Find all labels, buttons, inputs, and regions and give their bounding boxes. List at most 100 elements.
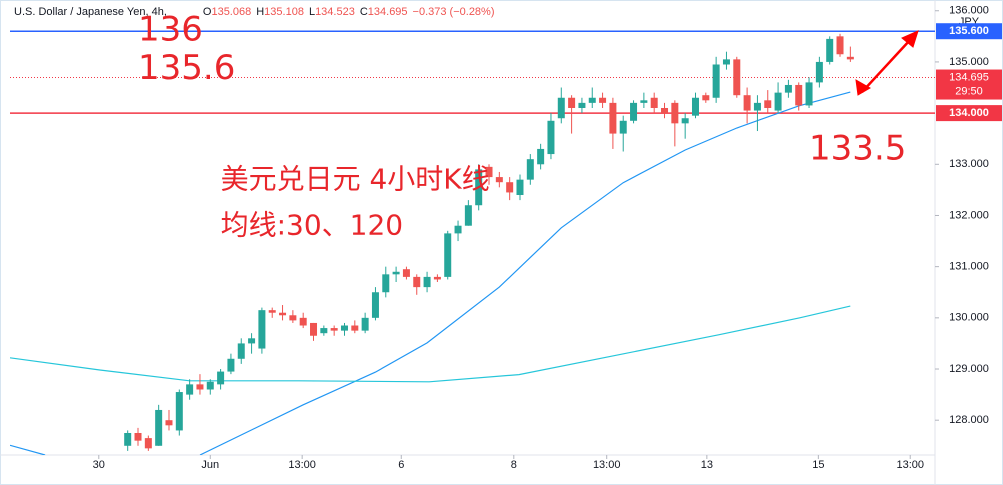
x-tick-label: 13:00 <box>896 459 924 471</box>
candle-body <box>258 310 266 349</box>
arrow-line <box>861 39 911 93</box>
candle-body <box>144 438 152 449</box>
candle-body <box>320 328 328 334</box>
candle-body <box>268 310 276 313</box>
candle-body <box>764 100 772 108</box>
annotation: 133.5 <box>809 128 906 168</box>
candle-body <box>661 107 669 114</box>
level-label: 134.000 <box>949 107 989 119</box>
candle-body <box>846 56 854 60</box>
x-tick-label: 6 <box>398 459 404 471</box>
ohlc-value: 135.068 <box>211 6 251 18</box>
candle-body <box>423 276 431 288</box>
candle-body <box>826 38 834 62</box>
arrow-head <box>901 30 919 48</box>
candle-body <box>361 317 369 331</box>
candle-body <box>165 420 173 426</box>
arrows <box>855 30 919 96</box>
candle-body <box>248 338 256 344</box>
annotation: 136 <box>138 10 203 50</box>
candle-body <box>351 325 359 331</box>
candle-body <box>815 61 823 83</box>
candle-body <box>155 409 163 446</box>
candle-body <box>630 102 638 121</box>
candle-body <box>795 84 803 106</box>
candle-body <box>237 343 245 359</box>
annotation: 美元兑日元 4小时K线 <box>221 163 490 196</box>
ohlc-label: C <box>360 6 368 18</box>
candle-body <box>464 205 472 226</box>
y-tick-label: 129.000 <box>949 363 989 375</box>
y-tick-label: 128.000 <box>949 414 989 426</box>
candle-body <box>784 84 792 93</box>
candle-body <box>330 328 338 331</box>
x-tick-label: Jun <box>201 459 219 471</box>
candle-body <box>619 120 627 134</box>
x-tick-label: 13 <box>701 459 713 471</box>
x-tick-label: 15 <box>812 459 824 471</box>
candle-body <box>124 432 132 446</box>
overlay: U.S. Dollar / Japanese Yen, 4h, O135.068 H… <box>14 5 1002 471</box>
candle-body <box>702 95 710 101</box>
last-price-tag <box>936 69 1002 100</box>
countdown: 29:50 <box>955 85 983 97</box>
candle-body <box>774 92 782 111</box>
candle-body <box>299 317 307 326</box>
candle-body <box>175 392 183 431</box>
x-tick-label: 13:00 <box>288 459 316 471</box>
candle-body <box>599 97 607 103</box>
candle-body <box>371 292 379 318</box>
candle-body <box>134 432 142 441</box>
candle-body <box>495 177 503 183</box>
candle-body <box>526 159 534 180</box>
candle-body <box>609 102 617 134</box>
change: −0.373 (−0.28%) <box>413 6 495 18</box>
candle-body <box>402 269 410 277</box>
candle-body <box>805 82 813 106</box>
annotation: 135.6 <box>138 48 235 88</box>
y-tick-label: 133.000 <box>949 158 989 170</box>
candle-body <box>681 118 689 124</box>
candle-body <box>712 64 720 98</box>
candle-body <box>196 384 204 390</box>
candle-body <box>578 102 586 108</box>
level-tag <box>936 23 1002 40</box>
y-tick-label: 131.000 <box>949 261 989 273</box>
candle-body <box>289 315 297 321</box>
candle-body <box>217 371 225 385</box>
candle-body <box>506 182 514 193</box>
candle-body <box>454 225 462 234</box>
candle-body <box>310 322 318 336</box>
header: U.S. Dollar / Japanese Yen, 4h, O135.068 H… <box>14 6 495 18</box>
y-tick-label: 136.000 <box>949 5 989 17</box>
x-tick-label: 30 <box>93 459 105 471</box>
candle-body <box>722 59 730 65</box>
y-tick-label: 132.000 <box>949 209 989 221</box>
level-label: 135.600 <box>949 25 989 37</box>
moving-average <box>10 305 851 383</box>
candle-body <box>279 312 287 316</box>
candle-body <box>557 97 565 119</box>
candle-body <box>650 97 658 108</box>
candle-body <box>382 274 390 293</box>
candle-body <box>340 325 348 331</box>
y-tick-label: 135.000 <box>949 56 989 68</box>
candle-body <box>516 179 524 195</box>
candle-body <box>640 100 648 103</box>
candle-body <box>691 97 699 116</box>
candle-body <box>392 271 400 275</box>
candle-body <box>475 169 483 206</box>
candle-body <box>537 148 545 165</box>
candle-body <box>227 358 235 372</box>
plot <box>10 30 935 455</box>
candle-body <box>753 102 761 111</box>
candle-body <box>444 233 452 277</box>
candle-body <box>547 120 555 155</box>
x-tick-label: 13:00 <box>593 459 621 471</box>
ohlc-label: H <box>256 6 264 18</box>
ohlc-value: 134.695 <box>368 6 408 18</box>
ohlc-value: 135.108 <box>264 6 304 18</box>
candle-body <box>206 381 214 390</box>
arrow-head <box>855 79 871 96</box>
candle-body <box>433 276 441 280</box>
